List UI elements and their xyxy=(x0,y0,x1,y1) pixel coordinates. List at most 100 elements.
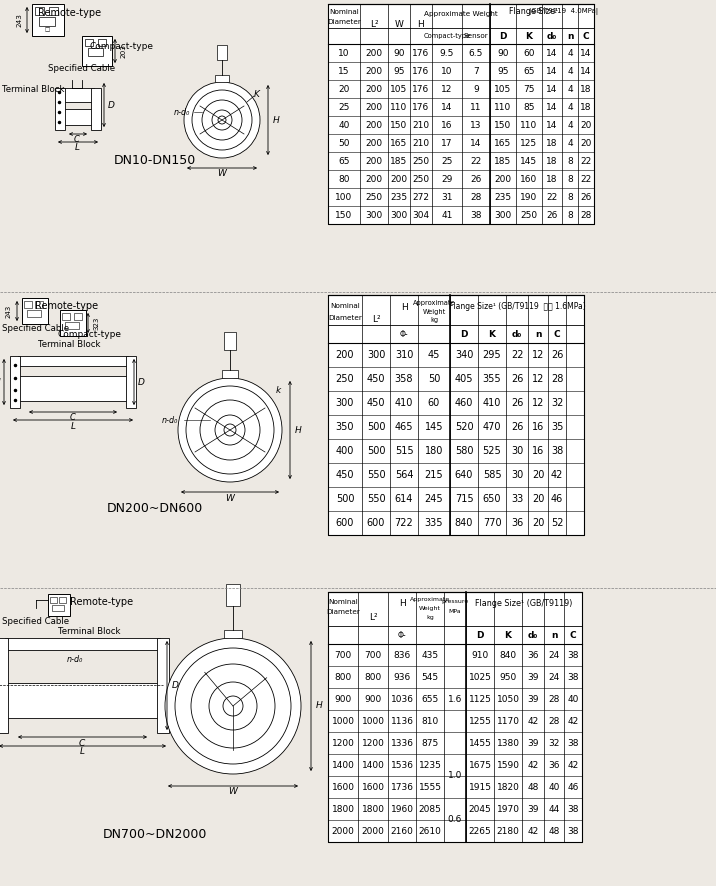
Text: Terminal Block: Terminal Block xyxy=(38,339,100,348)
Text: 95: 95 xyxy=(393,66,405,75)
Bar xyxy=(328,295,584,535)
Text: 14: 14 xyxy=(546,103,558,112)
Text: 7: 7 xyxy=(473,66,479,75)
Text: 39: 39 xyxy=(527,672,538,681)
Text: 1136: 1136 xyxy=(390,717,414,726)
Text: 355: 355 xyxy=(483,374,501,384)
Text: 12: 12 xyxy=(532,374,544,384)
Text: 28: 28 xyxy=(580,211,591,220)
Text: 22: 22 xyxy=(511,350,523,360)
Text: 500: 500 xyxy=(367,422,385,432)
Text: 176: 176 xyxy=(412,66,430,75)
Bar xyxy=(224,630,242,638)
Bar xyxy=(18,356,128,366)
Text: 16: 16 xyxy=(532,446,544,456)
Text: 150: 150 xyxy=(390,120,407,129)
Text: 1915: 1915 xyxy=(468,782,491,791)
Text: 25: 25 xyxy=(339,103,349,112)
Text: 304: 304 xyxy=(412,211,430,220)
Text: 42: 42 xyxy=(567,717,579,726)
Text: Nominal: Nominal xyxy=(329,10,359,15)
Text: 810: 810 xyxy=(422,717,439,726)
Text: Compact-type: Compact-type xyxy=(58,330,122,338)
Text: 50: 50 xyxy=(338,138,349,147)
Text: L: L xyxy=(79,748,84,757)
Text: 24: 24 xyxy=(548,650,560,659)
Circle shape xyxy=(215,415,245,445)
Text: 33: 33 xyxy=(511,494,523,504)
Text: 200: 200 xyxy=(365,120,382,129)
Text: 16: 16 xyxy=(532,422,544,432)
Text: 210: 210 xyxy=(412,138,430,147)
Bar xyxy=(60,310,86,336)
Text: 26: 26 xyxy=(551,350,563,360)
Text: C: C xyxy=(553,330,561,338)
Text: 295: 295 xyxy=(483,350,501,360)
Bar xyxy=(65,322,79,329)
Text: n-d₀: n-d₀ xyxy=(162,416,178,424)
Text: 1255: 1255 xyxy=(468,717,491,726)
Text: 14: 14 xyxy=(470,138,482,147)
Text: 42: 42 xyxy=(528,717,538,726)
Circle shape xyxy=(192,90,252,150)
Text: 28: 28 xyxy=(551,374,563,384)
Text: 1025: 1025 xyxy=(468,672,491,681)
Text: 42: 42 xyxy=(528,760,538,770)
Text: 26: 26 xyxy=(546,211,558,220)
Text: n: n xyxy=(567,32,574,41)
Text: 1200: 1200 xyxy=(332,739,354,748)
Text: 585: 585 xyxy=(483,470,501,480)
Text: 550: 550 xyxy=(367,470,385,480)
Text: 1000: 1000 xyxy=(362,717,384,726)
Text: 45: 45 xyxy=(428,350,440,360)
Text: Flange Size¹ (GB/T9119  压力 1.6MPa): Flange Size¹ (GB/T9119 压力 1.6MPa) xyxy=(449,302,586,311)
Bar xyxy=(222,370,238,378)
Text: 525: 525 xyxy=(483,446,501,456)
Text: 470: 470 xyxy=(483,422,501,432)
Text: 500: 500 xyxy=(367,446,385,456)
Text: 450: 450 xyxy=(367,398,385,408)
Text: 14: 14 xyxy=(580,49,591,58)
Text: 215: 215 xyxy=(425,470,443,480)
Text: 36: 36 xyxy=(511,518,523,528)
Text: L²: L² xyxy=(372,315,380,323)
Text: k: k xyxy=(276,385,281,394)
Text: 272: 272 xyxy=(412,192,430,201)
Text: 2160: 2160 xyxy=(390,827,413,835)
Bar xyxy=(0,638,8,733)
Text: 48: 48 xyxy=(527,782,538,791)
Text: Compact-type: Compact-type xyxy=(423,33,470,39)
Text: 20: 20 xyxy=(532,518,544,528)
Text: 235: 235 xyxy=(390,192,407,201)
Text: 910: 910 xyxy=(471,650,488,659)
Text: 1000: 1000 xyxy=(332,717,354,726)
Text: 14: 14 xyxy=(580,66,591,75)
Text: W: W xyxy=(395,19,403,28)
Text: H: H xyxy=(417,19,425,28)
Text: 36: 36 xyxy=(548,760,560,770)
Text: 42: 42 xyxy=(567,760,579,770)
Text: 250: 250 xyxy=(412,175,430,183)
Bar xyxy=(32,4,64,36)
Text: 90: 90 xyxy=(393,49,405,58)
Text: 176: 176 xyxy=(412,103,430,112)
Text: 4: 4 xyxy=(567,120,573,129)
Text: Sensor: Sensor xyxy=(464,33,488,39)
Text: 26: 26 xyxy=(511,374,523,384)
Bar xyxy=(62,88,94,102)
Text: 614: 614 xyxy=(395,494,413,504)
Text: 42: 42 xyxy=(551,470,563,480)
Text: L²: L² xyxy=(369,613,377,623)
Text: 42: 42 xyxy=(528,827,538,835)
Text: 450: 450 xyxy=(367,374,385,384)
Bar xyxy=(22,298,48,324)
Text: 39: 39 xyxy=(527,804,538,813)
Text: Compact-type: Compact-type xyxy=(90,42,154,51)
Bar xyxy=(224,332,236,350)
Text: 4: 4 xyxy=(567,49,573,58)
Bar xyxy=(27,310,41,317)
Bar xyxy=(59,597,66,603)
Text: 0.6: 0.6 xyxy=(448,815,463,825)
Bar xyxy=(5,638,160,650)
Text: 38: 38 xyxy=(567,804,579,813)
